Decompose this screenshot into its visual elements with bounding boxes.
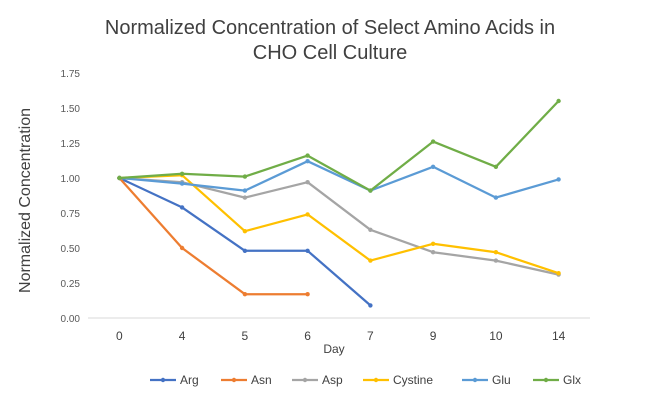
data-point-glx	[430, 139, 436, 144]
legend-marker	[302, 377, 308, 383]
legend: Arg Asn Asp Cystine Glu Glx	[150, 373, 581, 387]
legend-label: Glx	[563, 373, 581, 387]
data-point-glu	[242, 188, 248, 193]
data-point-asp	[305, 180, 310, 185]
legend-item-cystine: Cystine	[363, 373, 433, 387]
y-tick-label: 0.00	[61, 314, 81, 325]
data-point-glx	[493, 164, 499, 169]
legend-item-glx: Glx	[533, 373, 581, 387]
data-point-arg	[368, 303, 373, 308]
y-tick-label: 1.00	[61, 174, 81, 185]
series-line-asn	[118, 176, 309, 296]
chart-title-line: CHO Cell Culture	[253, 42, 407, 64]
data-point-glu	[556, 177, 561, 182]
legend-item-asp: Asp	[292, 373, 343, 387]
y-tick-label: 0.50	[61, 244, 81, 255]
chart-title: Normalized Concentration of Select Amino…	[105, 17, 555, 64]
x-axis-ticks: 0 4 5 6 7 9 10 14	[116, 329, 566, 343]
data-point-glu	[430, 164, 436, 169]
x-tick-label: 9	[430, 329, 437, 343]
legend-label: Cystine	[393, 373, 433, 387]
data-point-arg	[305, 248, 310, 253]
y-tick-label: 0.25	[61, 279, 81, 290]
legend-marker	[231, 377, 237, 383]
legend-marker	[373, 377, 379, 383]
legend-item-arg: Arg	[150, 373, 199, 387]
x-tick-label: 5	[242, 329, 249, 343]
y-tick-label: 1.75	[61, 69, 81, 80]
data-point-glu	[179, 181, 185, 186]
legend-label: Arg	[180, 373, 199, 387]
data-point-cystine	[242, 229, 248, 234]
x-tick-label: 10	[489, 329, 503, 343]
data-point-asn	[242, 292, 248, 297]
x-tick-label: 6	[304, 329, 311, 343]
legend-label: Asn	[251, 373, 272, 387]
data-point-glu	[493, 195, 499, 200]
data-point-cystine	[430, 241, 436, 246]
data-point-asp	[493, 258, 499, 263]
data-point-glu	[305, 159, 310, 164]
y-tick-label: 1.50	[61, 104, 81, 115]
data-point-glx	[117, 175, 122, 181]
legend-item-glu: Glu	[462, 373, 511, 387]
x-tick-label: 0	[116, 329, 123, 343]
chart-title-line: Normalized Concentration of Select Amino…	[105, 17, 555, 39]
x-tick-label: 14	[552, 329, 566, 343]
legend-label: Glu	[492, 373, 511, 387]
data-point-asp	[242, 195, 248, 200]
legend-item-asn: Asn	[221, 373, 272, 387]
data-point-glx	[305, 153, 310, 158]
data-point-arg	[242, 248, 248, 253]
data-point-cystine	[368, 258, 373, 263]
series-line-cystine	[118, 174, 560, 275]
data-point-asp	[368, 227, 373, 232]
data-point-asn	[305, 292, 310, 297]
data-point-cystine	[305, 212, 310, 217]
legend-marker	[160, 377, 166, 383]
y-tick-label: 0.75	[61, 209, 81, 220]
data-point-asp	[430, 250, 436, 255]
x-axis-label: Day	[323, 342, 344, 356]
series-line-glx	[118, 99, 560, 192]
data-point-cystine	[493, 250, 499, 255]
data-point-arg	[179, 205, 185, 210]
series-line-glu	[118, 160, 560, 199]
data-point-glx	[242, 174, 248, 179]
data-point-glx	[556, 98, 561, 104]
legend-label: Asp	[322, 373, 343, 387]
data-point-glx	[179, 171, 185, 176]
legend-marker	[543, 377, 549, 383]
x-tick-label: 4	[179, 329, 186, 343]
data-point-asn	[179, 245, 185, 251]
series-lines	[117, 98, 561, 308]
legend-marker	[472, 377, 478, 383]
series-line-asp	[118, 176, 560, 276]
y-tick-label: 1.25	[61, 139, 81, 150]
x-tick-label: 7	[367, 329, 374, 343]
y-axis-ticks: 0.00 0.25 0.50 0.75 1.00 1.25 1.50 1.75	[61, 69, 81, 325]
data-point-glx	[368, 188, 373, 193]
y-axis-label: Normalized Concentration	[17, 108, 34, 293]
data-point-cystine	[556, 271, 561, 276]
